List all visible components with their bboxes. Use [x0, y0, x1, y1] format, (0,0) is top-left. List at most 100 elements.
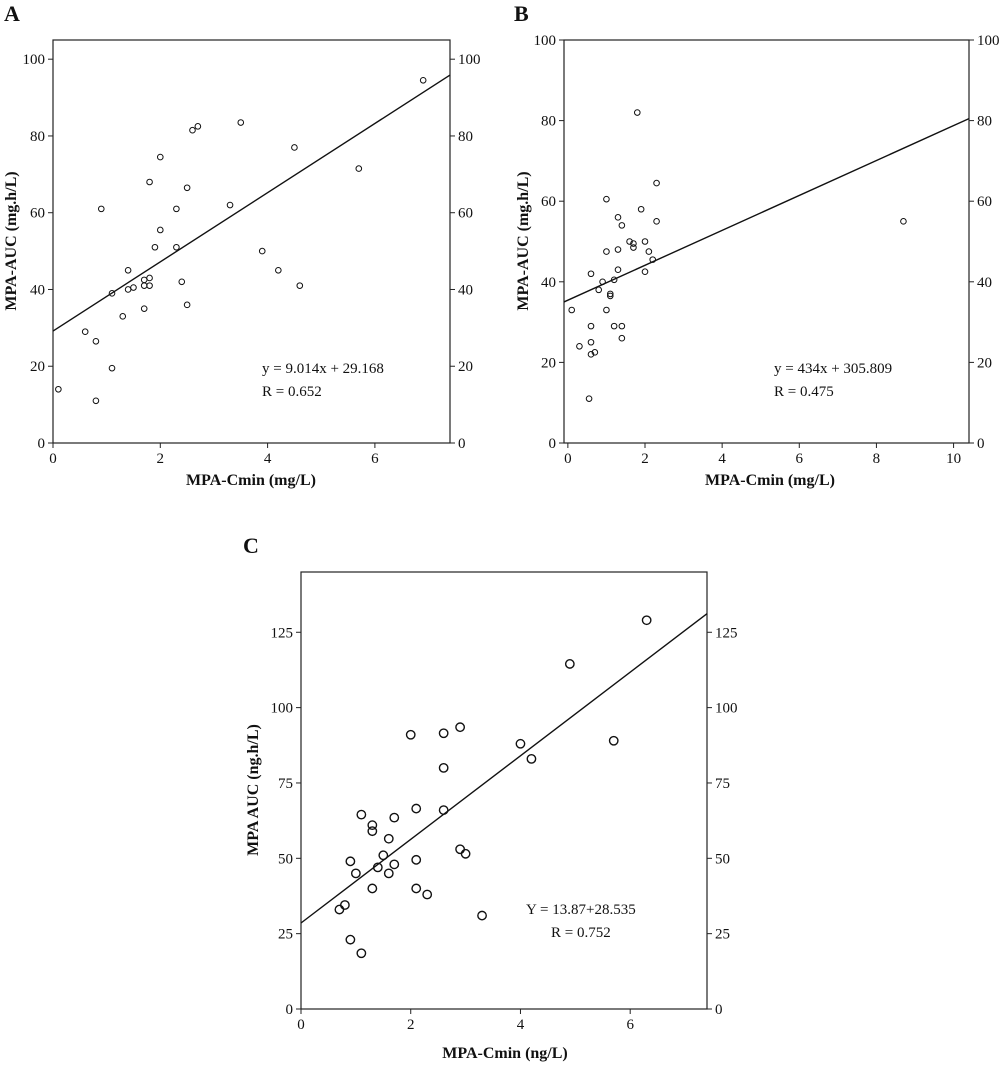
data-point — [355, 165, 363, 172]
regression-line — [52, 74, 451, 332]
data-point — [383, 833, 394, 844]
data-point — [411, 883, 422, 894]
correlation-coefficient: R = 0.652 — [262, 384, 322, 400]
data-point — [614, 246, 622, 253]
panel-label-b: B — [514, 1, 529, 26]
y2-tick-label: 40 — [458, 282, 473, 298]
data-point — [606, 290, 614, 298]
data-point — [345, 856, 356, 867]
data-point — [587, 351, 595, 358]
y-tick-label: 100 — [23, 52, 46, 68]
data-point — [460, 848, 471, 859]
y2-tick-label: 0 — [977, 436, 985, 452]
x-tick-label: 4 — [718, 451, 726, 467]
data-point — [576, 342, 583, 350]
data-point — [151, 243, 159, 251]
data-point — [108, 364, 116, 372]
y-tick-label: 125 — [271, 625, 294, 641]
data-point — [653, 179, 660, 187]
data-point — [455, 844, 466, 855]
data-point — [610, 322, 618, 330]
data-point — [173, 205, 180, 213]
y-tick-label: 20 — [30, 359, 45, 375]
y-tick-label: 100 — [534, 33, 557, 49]
data-point — [339, 900, 350, 910]
data-point — [477, 910, 487, 921]
data-point — [367, 883, 378, 894]
data-point — [194, 123, 202, 130]
data-point — [630, 240, 637, 247]
data-point — [178, 278, 186, 286]
y-tick-label: 20 — [541, 355, 556, 371]
data-point — [92, 337, 100, 345]
data-point — [140, 305, 148, 312]
data-point — [183, 301, 191, 309]
y-tick-label: 75 — [278, 776, 293, 792]
data-point — [526, 753, 537, 764]
regression-line — [563, 117, 970, 303]
data-point — [585, 395, 593, 402]
data-point — [587, 322, 595, 330]
y2-tick-label: 100 — [977, 33, 1000, 49]
data-point — [130, 284, 137, 291]
data-point — [237, 119, 245, 126]
y2-tick-label: 80 — [458, 129, 473, 145]
regression-equation: y = 9.014x + 29.168 — [262, 361, 384, 377]
regression-line — [300, 613, 708, 924]
data-point — [603, 195, 610, 203]
data-point — [146, 178, 153, 186]
y2-tick-label: 100 — [458, 52, 481, 68]
data-point — [296, 282, 304, 289]
y-tick-label: 50 — [278, 851, 293, 867]
data-point — [108, 290, 116, 297]
data-point — [411, 854, 422, 865]
data-point — [591, 349, 599, 356]
data-point — [258, 247, 266, 255]
data-point — [641, 268, 649, 276]
data-point — [608, 735, 619, 746]
y-axis-label: MPA-AUC (mg.h/L) — [3, 171, 20, 310]
y2-tick-label: 20 — [977, 355, 992, 371]
data-point — [334, 904, 345, 915]
x-tick-label: 2 — [157, 451, 165, 467]
data-point — [653, 218, 660, 225]
data-point — [614, 266, 622, 274]
y2-tick-label: 0 — [458, 436, 466, 452]
y-tick-label: 0 — [286, 1002, 294, 1018]
data-point — [97, 205, 105, 213]
data-point — [291, 144, 298, 151]
data-point — [438, 762, 449, 773]
x-tick-label: 10 — [946, 451, 961, 467]
data-points — [55, 77, 427, 405]
data-point — [564, 659, 575, 669]
y2-tick-label: 60 — [977, 194, 992, 210]
x-tick-label: 0 — [297, 1017, 305, 1033]
x-tick-label: 4 — [264, 451, 272, 467]
correlation-coefficient: R = 0.475 — [774, 384, 834, 400]
data-point — [438, 805, 449, 815]
data-point — [156, 226, 164, 234]
panel-label-c: C — [243, 533, 259, 558]
data-point — [124, 266, 132, 274]
data-point — [405, 729, 416, 740]
y2-tick-label: 0 — [715, 1002, 723, 1018]
data-point — [345, 934, 356, 945]
data-point — [419, 77, 427, 84]
x-tick-label: 6 — [371, 451, 379, 467]
data-point — [900, 218, 907, 225]
data-point — [119, 313, 127, 320]
y-tick-label: 80 — [541, 114, 556, 130]
data-point — [618, 222, 626, 229]
data-point — [641, 238, 649, 245]
y2-tick-label: 80 — [977, 114, 992, 130]
data-point — [595, 286, 603, 294]
data-point — [55, 385, 62, 393]
y-axis-label: MPA-AUC (mg.h/L) — [515, 171, 532, 310]
data-point — [92, 397, 100, 405]
data-point — [645, 248, 653, 255]
data-point — [183, 184, 191, 192]
